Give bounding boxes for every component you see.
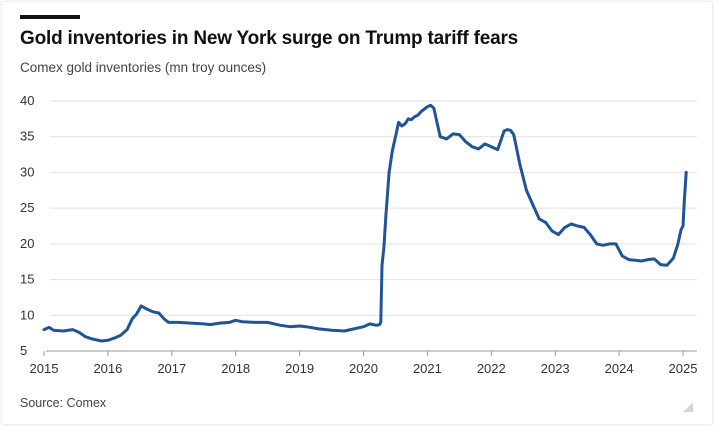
x-tick-label-2020: 2020 (349, 361, 378, 376)
source-note: Source: Comex (20, 396, 107, 410)
y-tick-label-35: 35 (20, 129, 34, 144)
x-tick-label-2023: 2023 (541, 361, 570, 376)
chart-subtitle: Comex gold inventories (mn troy ounces) (20, 60, 267, 75)
series-line-0 (42, 103, 688, 343)
y-tick-label-25: 25 (20, 200, 34, 215)
y-tick-label-20: 20 (20, 236, 34, 251)
y-tick-label-5: 5 (20, 343, 27, 358)
resize-corner-icon (683, 402, 693, 412)
title-accent-bar (20, 15, 80, 19)
x-tick-label-2021: 2021 (413, 361, 442, 376)
chart-title: Gold inventories in New York surge on Tr… (20, 28, 519, 49)
x-tick-label-2019: 2019 (285, 361, 314, 376)
y-tick-label-15: 15 (20, 272, 34, 287)
y-tick-label-40: 40 (20, 93, 34, 108)
y-tick-label-10: 10 (20, 307, 34, 322)
x-tick-label-2018: 2018 (221, 361, 250, 376)
chart-card (2, 2, 712, 424)
x-tick-label-2024: 2024 (605, 361, 634, 376)
y-tick-label-30: 30 (20, 164, 34, 179)
x-tick-label-2025: 2025 (669, 361, 698, 376)
x-tick-label-2017: 2017 (157, 361, 186, 376)
x-tick-label-2022: 2022 (477, 361, 506, 376)
x-tick-label-2015: 2015 (30, 361, 59, 376)
x-tick-label-2016: 2016 (93, 361, 122, 376)
